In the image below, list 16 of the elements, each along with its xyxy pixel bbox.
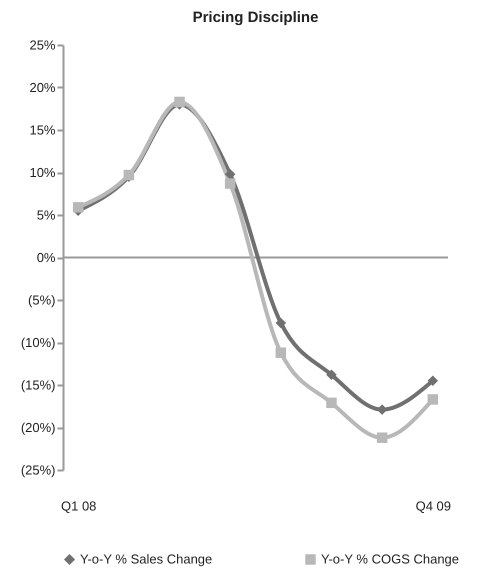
y-tick-label: 25%	[29, 38, 56, 52]
chart-title: Pricing Discipline	[192, 9, 318, 26]
y-tick-label: (25%)	[20, 462, 56, 478]
y-tick-label: 20%	[29, 80, 56, 95]
legend-label: Y-o-Y % COGS Change	[321, 552, 460, 567]
y-tick-label: 10%	[29, 165, 56, 180]
legend-label: Y-o-Y % Sales Change	[80, 552, 212, 567]
y-tick-label: (15%)	[20, 378, 56, 392]
y-tick-label: 0%	[36, 250, 56, 265]
y-tick-label: (20%)	[20, 420, 56, 435]
y-tick-label: 5%	[36, 208, 56, 222]
y-tick-label: (10%)	[20, 335, 56, 350]
y-tick-label: 15%	[29, 122, 56, 138]
y-tick-label: (5%)	[28, 292, 56, 308]
x-tick-label: Q4 09	[416, 498, 452, 514]
x-tick-label: Q1 08	[60, 498, 96, 514]
